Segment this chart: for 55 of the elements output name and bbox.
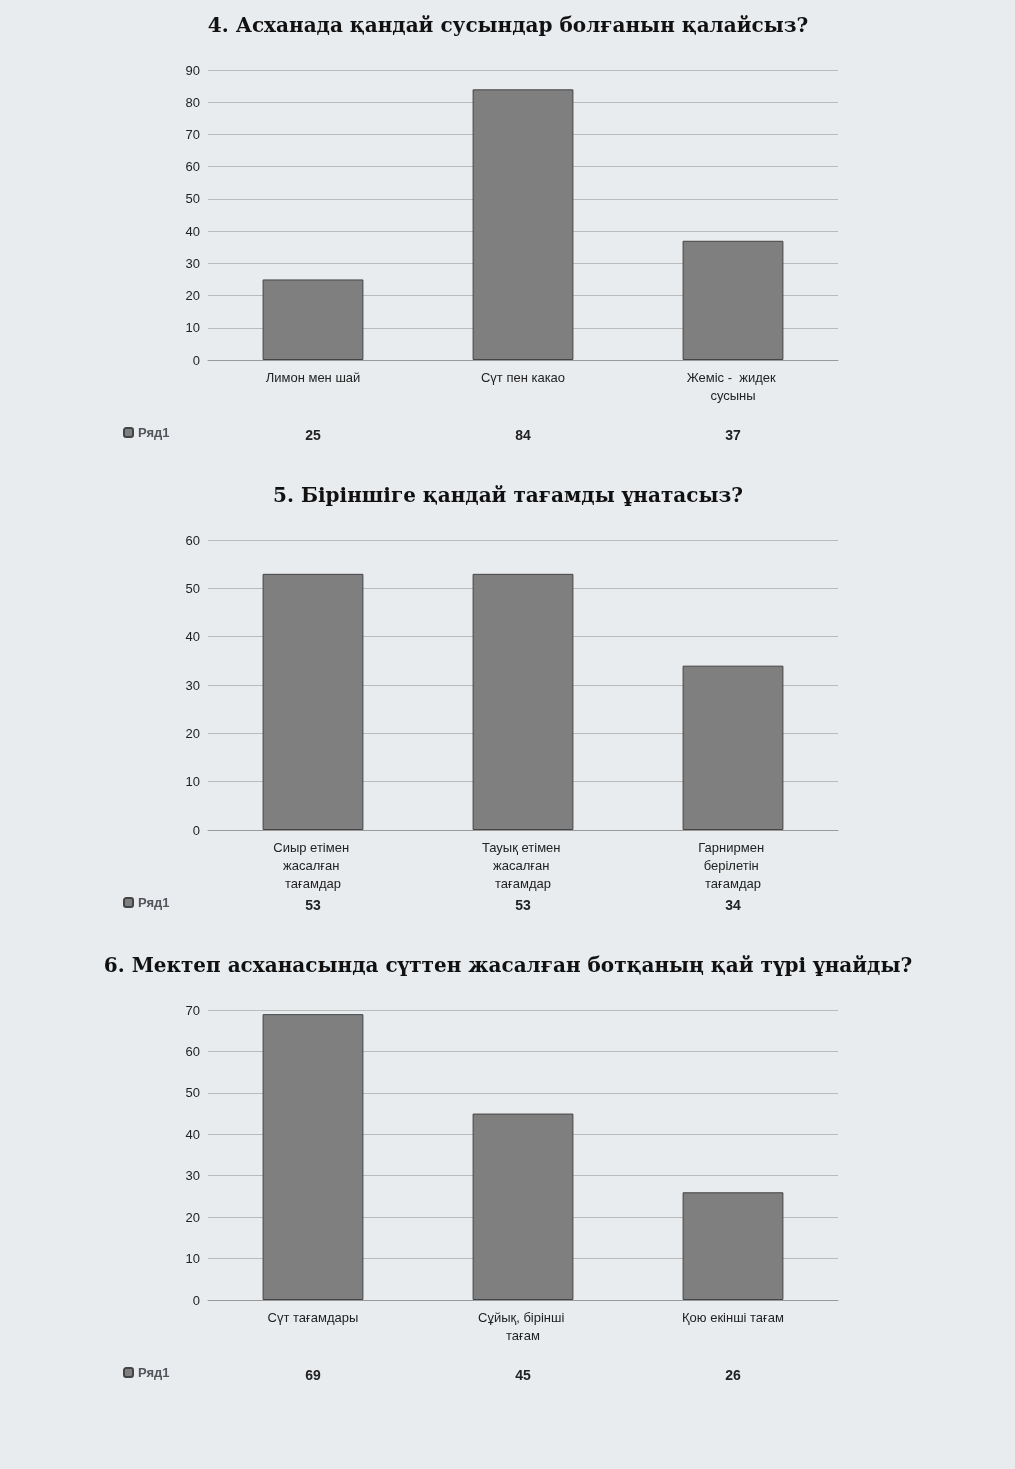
y-tick-label: 40 [185, 223, 200, 239]
y-tick-label: 80 [185, 94, 200, 110]
data-label: 37 [724, 427, 741, 443]
y-tick-label: 40 [185, 629, 200, 645]
data-label: 53 [514, 897, 531, 913]
y-tick-label: 60 [185, 1043, 200, 1059]
chart-title: 4. Асханада қандай сусындар болғанын қалайсыз? [207, 13, 808, 37]
x-tick-label: Сүт пен какао [480, 369, 565, 385]
x-tick-label: Гарнирмен берілетін тағамдар [697, 839, 768, 891]
bar [472, 1113, 573, 1300]
data-label: 69 [304, 1367, 321, 1383]
x-tick-label: Сиыр етімен жасалған тағамдар [272, 839, 353, 891]
legend-label: Ряд1 [137, 895, 170, 910]
y-tick-label: 30 [185, 1168, 200, 1184]
y-tick-label: 0 [192, 1292, 200, 1308]
data-label: 45 [514, 1367, 531, 1383]
data-label: 26 [724, 1367, 741, 1383]
y-tick-label: 0 [192, 822, 200, 838]
x-tick-label: Тауық етімен жасалған тағамдар [481, 839, 564, 891]
y-tick-label: 10 [185, 774, 200, 790]
y-tick-label: 70 [185, 1002, 200, 1018]
x-tick-label: Жеміс - жидек сусыны [686, 369, 779, 403]
bar [262, 1014, 363, 1300]
y-tick-label: 60 [185, 159, 200, 175]
y-tick-label: 50 [185, 1085, 200, 1101]
data-label: 25 [304, 427, 321, 443]
x-tick-label: Қою екінші тағам [681, 1309, 784, 1325]
y-tick-label: 90 [185, 62, 200, 78]
bar [262, 279, 363, 360]
y-tick-label: 20 [185, 1209, 200, 1225]
y-tick-label: 0 [192, 352, 200, 368]
y-tick-label: 30 [185, 255, 200, 271]
y-tick-label: 40 [185, 1126, 200, 1142]
legend-label: Ряд1 [137, 425, 170, 440]
data-label: 34 [724, 897, 741, 913]
bar [682, 240, 783, 360]
bar [682, 1192, 783, 1300]
data-label: 53 [304, 897, 321, 913]
y-tick-label: 20 [185, 288, 200, 304]
y-tick-label: 50 [185, 580, 200, 596]
chart-title: 6. Мектеп асханасында сүттен жасалған ботқаның қай түрі ұнайды? [103, 953, 912, 977]
legend-label: Ряд1 [137, 1365, 170, 1380]
y-tick-label: 60 [185, 532, 200, 548]
y-tick-label: 50 [185, 191, 200, 207]
y-tick-label: 30 [185, 677, 200, 693]
y-tick-label: 10 [185, 1251, 200, 1267]
data-label: 84 [514, 427, 531, 443]
x-tick-label: Сүт тағамдары [267, 1309, 358, 1325]
chart-title: 5. Біріншіге қандай тағамды ұнатасыз? [272, 483, 743, 507]
y-tick-label: 70 [185, 126, 200, 142]
x-tick-label: Лимон мен шай [265, 369, 360, 385]
x-tick-label: Сұйық, бірінші тағам [477, 1309, 568, 1343]
bar [472, 89, 573, 360]
y-tick-label: 20 [185, 725, 200, 741]
y-tick-label: 10 [185, 320, 200, 336]
